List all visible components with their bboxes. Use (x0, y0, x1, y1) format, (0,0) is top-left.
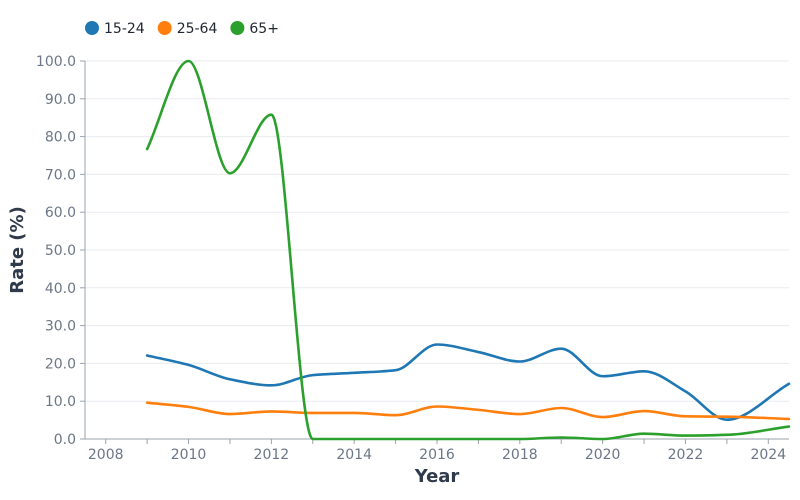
y-tick-label: 30.0 (45, 319, 76, 335)
x-tick-label: 2010 (171, 447, 207, 463)
x-axis-title: Year (414, 466, 460, 487)
x-tick-label: 2012 (254, 447, 290, 463)
series-lines (145, 59, 791, 441)
legend-label: 15-24 (104, 21, 145, 37)
legend-swatch (85, 21, 99, 35)
x-tick-label: 2024 (750, 447, 786, 463)
y-tick-label: 100.0 (36, 54, 76, 70)
y-tick-label: 70.0 (45, 167, 76, 183)
legend-item-65+[interactable]: 65+ (230, 21, 279, 37)
legend: 15-24 25-64 65+ (85, 21, 279, 37)
x-tick-label: 2016 (419, 447, 455, 463)
tick-labels: 0.0 10.0 20.0 30.0 40.0 50.0 60.0 70.0 80.0 90.0 1… (36, 54, 786, 463)
x-tick-label: 2022 (668, 447, 704, 463)
y-tick-label: 90.0 (45, 92, 76, 108)
series-line-15-24 (145, 343, 791, 422)
axes (80, 60, 789, 444)
y-tick-label: 20.0 (45, 356, 76, 372)
x-tick-label: 2018 (502, 447, 538, 463)
legend-swatch (230, 21, 245, 35)
y-tick-label: 10.0 (45, 394, 76, 410)
y-tick-label: 80.0 (45, 130, 76, 146)
y-tick-label: 50.0 (45, 243, 76, 259)
legend-swatch (157, 21, 172, 35)
legend-label: 65+ (249, 21, 279, 37)
series-line-65+ (145, 59, 791, 441)
y-axis-title: Rate (%) (7, 206, 28, 294)
y-tick-label: 0.0 (54, 432, 76, 448)
legend-label: 25-64 (177, 21, 218, 37)
legend-item-25-64[interactable]: 25-64 (157, 21, 218, 37)
y-tick-label: 40.0 (45, 281, 76, 297)
series-line-25-64 (145, 401, 791, 421)
x-tick-label: 2020 (585, 447, 621, 463)
x-tick-label: 2014 (336, 447, 372, 463)
x-tick-label: 2008 (88, 447, 124, 463)
grid-lines (85, 60, 789, 402)
legend-item-15-24[interactable]: 15-24 (85, 21, 145, 37)
y-tick-label: 60.0 (45, 205, 76, 221)
